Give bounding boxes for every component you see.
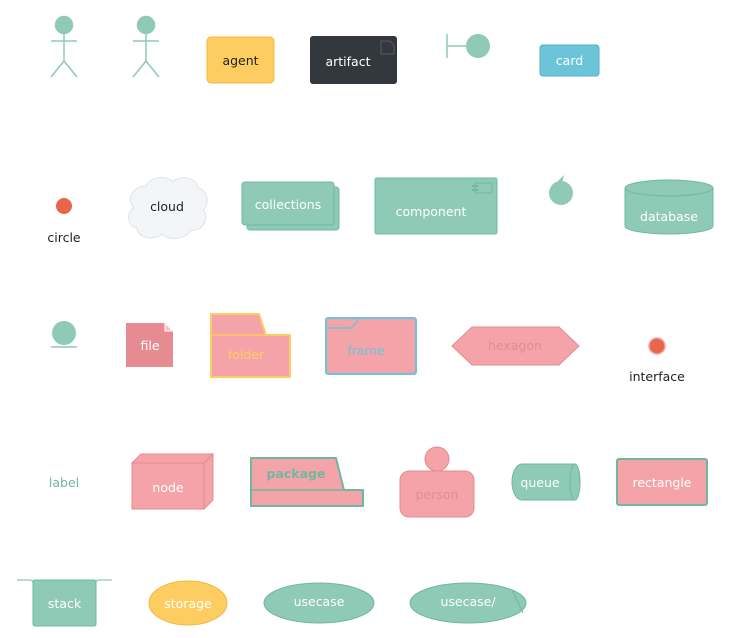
usecase-business-shape: usecase/ [409,582,527,624]
file-shape: file [126,321,175,367]
queue-shape: queue [511,463,581,501]
stack-shape: stack [17,579,112,627]
usecase-business-label: usecase/ [440,594,496,609]
rectangle-shape: rectangle [616,458,708,506]
folder-shape: folder [210,313,291,378]
cloud-label: cloud [150,199,184,214]
artifact-label: artifact [325,54,370,69]
package-shape: package [250,457,364,507]
hexagon-shape: hexagon [451,326,580,366]
label-shape: label [49,475,79,490]
usecase-shape: usecase [263,582,375,624]
label-text: label [49,475,79,490]
interface-label: interface [629,369,685,384]
interface-shape: interface [629,337,685,384]
cloud-shape: cloud [128,177,208,239]
card-label: card [556,53,583,68]
entity-shape [51,321,77,348]
control-shape [549,175,573,205]
person-label: person [416,487,459,502]
queue-label: queue [520,475,559,490]
collections-shape: collections [241,181,340,231]
folder-label: folder [228,347,265,362]
person-shape: person [399,446,475,518]
stack-label: stack [48,596,82,611]
agent-label: agent [222,53,258,68]
hexagon-label: hexagon [488,338,542,353]
component-shape: component [374,177,498,235]
boundary-shape [446,34,490,58]
frame-shape: frame [325,317,417,375]
database-shape: database [624,179,714,235]
database-label: database [640,209,698,224]
node-label: node [152,480,184,495]
actor-shape-1 [50,15,78,78]
circle-label: circle [47,230,81,245]
package-label: package [267,466,326,481]
card-shape: card [539,44,600,77]
storage-shape: storage [148,580,228,626]
artifact-shape: artifact [310,36,397,84]
frame-label: frame [347,343,384,358]
agent-shape: agent [206,36,275,84]
storage-label: storage [164,596,212,611]
circle-shape: circle [47,198,81,245]
file-label: file [140,338,159,353]
component-label: component [396,204,467,219]
rectangle-label: rectangle [632,475,691,490]
node-shape: node [130,452,215,511]
usecase-label: usecase [294,594,345,609]
collections-label: collections [255,197,322,212]
actor-shape-2 [132,15,160,78]
